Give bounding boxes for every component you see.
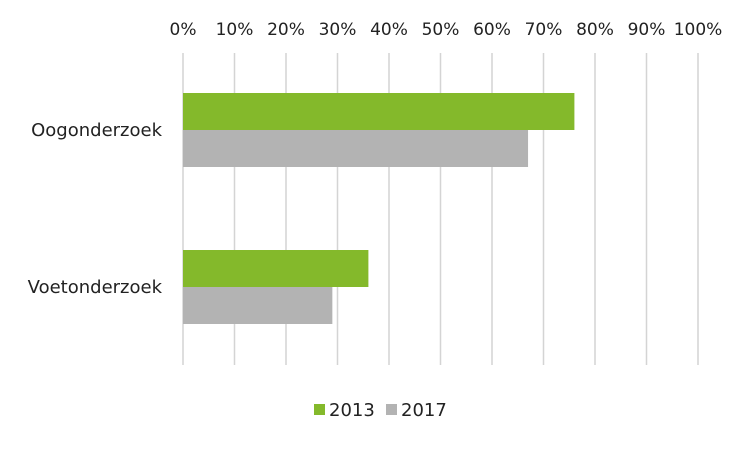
x-tick-label: 70% bbox=[525, 20, 563, 40]
x-tick-label: 30% bbox=[319, 20, 357, 40]
x-tick-label: 60% bbox=[473, 20, 511, 40]
x-tick-label: 20% bbox=[267, 20, 305, 40]
legend-swatch-2013 bbox=[314, 404, 325, 415]
x-axis-ticks: 0% 10% 20% 30% 40% 50% 60% 70% 80% 90% 100% bbox=[170, 20, 723, 40]
category-label: Voetonderzoek bbox=[28, 277, 163, 298]
x-tick-label: 100% bbox=[674, 20, 723, 40]
x-tick-label: 0% bbox=[170, 20, 197, 40]
legend-swatch-2017 bbox=[386, 404, 397, 415]
bars bbox=[183, 93, 575, 324]
category-labels: Oogonderzoek Voetonderzoek bbox=[28, 120, 163, 298]
x-tick-label: 90% bbox=[628, 20, 666, 40]
x-tick-label: 80% bbox=[576, 20, 614, 40]
bar-2013-voetonderzoek bbox=[183, 250, 369, 287]
x-tick-label: 50% bbox=[422, 20, 460, 40]
x-tick-label: 40% bbox=[370, 20, 408, 40]
legend-label-2017: 2017 bbox=[401, 400, 447, 421]
category-label: Oogonderzoek bbox=[31, 120, 162, 141]
legend-label-2013: 2013 bbox=[329, 400, 375, 421]
legend: 2013 2017 bbox=[314, 400, 447, 421]
bar-2017-voetonderzoek bbox=[183, 287, 333, 324]
bar-2017-oogonderzoek bbox=[183, 130, 529, 167]
x-tick-label: 10% bbox=[216, 20, 254, 40]
bar-2013-oogonderzoek bbox=[183, 93, 575, 130]
